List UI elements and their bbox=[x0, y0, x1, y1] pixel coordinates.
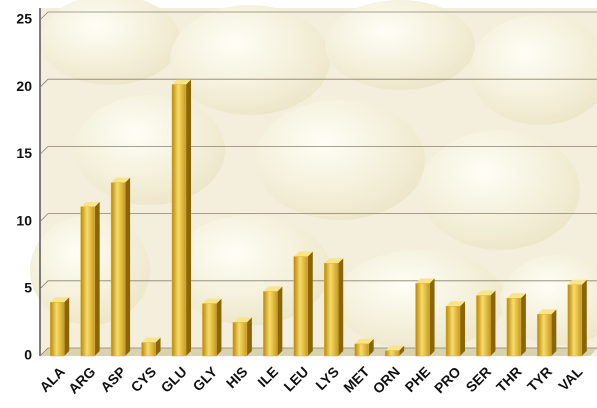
x-tick-label: HIS bbox=[223, 363, 251, 391]
bar bbox=[293, 256, 309, 357]
y-tick-label: 5 bbox=[24, 280, 32, 296]
grid-line bbox=[39, 78, 597, 88]
x-tick-label: LYS bbox=[312, 363, 342, 393]
bar-top bbox=[202, 298, 222, 304]
bar-side bbox=[64, 297, 70, 356]
grid-line bbox=[39, 347, 597, 357]
bar bbox=[202, 303, 217, 357]
bar-top bbox=[263, 286, 283, 292]
bar-side bbox=[429, 278, 435, 356]
bar-top bbox=[567, 279, 587, 285]
x-tick-label: GLU bbox=[158, 363, 190, 395]
bar-top bbox=[293, 251, 313, 257]
bar-top bbox=[141, 337, 161, 343]
y-tick-label: 20 bbox=[16, 78, 32, 94]
bar bbox=[476, 295, 491, 357]
x-tick-label: GLY bbox=[189, 363, 220, 394]
y-tick-label: 10 bbox=[16, 212, 32, 228]
bar-side bbox=[368, 338, 374, 356]
bar bbox=[232, 322, 248, 357]
bar bbox=[323, 263, 339, 357]
x-tick-label: ORN bbox=[370, 363, 403, 396]
bar-side bbox=[460, 301, 465, 356]
grid-line bbox=[39, 145, 597, 155]
x-tick-label: LEU bbox=[280, 363, 311, 394]
x-tick-label: TYR bbox=[524, 363, 555, 394]
bar-side bbox=[490, 290, 496, 356]
x-tick-label: SER bbox=[463, 363, 495, 395]
y-tick-label: 15 bbox=[16, 145, 32, 161]
bar-top bbox=[111, 177, 131, 183]
bar-top bbox=[354, 338, 374, 344]
bar-side bbox=[94, 201, 100, 356]
x-tick-label: CYS bbox=[128, 363, 160, 395]
x-tick-label: PRO bbox=[431, 363, 464, 396]
x-tick-label: ASP bbox=[97, 363, 129, 395]
bar-side bbox=[338, 258, 344, 356]
x-tick-label: ALA bbox=[36, 363, 68, 395]
bar bbox=[506, 297, 522, 357]
bar-top bbox=[476, 290, 496, 296]
bar-top bbox=[385, 345, 405, 351]
y-tick-label: 0 bbox=[24, 347, 32, 363]
bar-side bbox=[581, 279, 587, 356]
x-tick-label: THR bbox=[493, 363, 525, 395]
y-tick-label: 25 bbox=[16, 11, 32, 27]
bar bbox=[415, 283, 430, 357]
grid-line bbox=[39, 213, 597, 222]
x-tick-label: MET bbox=[340, 363, 373, 396]
bar bbox=[141, 342, 156, 357]
bar-side bbox=[155, 337, 161, 356]
bar-top bbox=[172, 79, 191, 85]
x-tick-label: PHE bbox=[402, 363, 434, 395]
bar-side bbox=[277, 286, 283, 356]
grid-line bbox=[39, 280, 597, 290]
bar bbox=[537, 314, 552, 357]
bar-top bbox=[80, 201, 100, 207]
bar bbox=[263, 291, 278, 357]
bar-side bbox=[125, 177, 131, 356]
bar-side bbox=[551, 309, 557, 356]
bar-side bbox=[520, 293, 526, 356]
bar bbox=[110, 182, 126, 357]
bar-side bbox=[399, 345, 405, 356]
x-tick-label: ILE bbox=[254, 363, 281, 390]
bar bbox=[80, 206, 95, 357]
bar bbox=[445, 306, 461, 357]
bar-top bbox=[415, 278, 435, 284]
bar bbox=[171, 84, 187, 357]
x-tick-label: ARG bbox=[65, 363, 98, 396]
bar bbox=[49, 301, 65, 357]
bar-side bbox=[246, 317, 252, 356]
bar-side bbox=[307, 251, 313, 356]
x-tick-label: VAL bbox=[555, 363, 586, 394]
bar-side bbox=[186, 79, 191, 357]
bar-side bbox=[216, 298, 222, 356]
bar bbox=[354, 343, 369, 357]
grid-line bbox=[39, 11, 597, 21]
bar-top bbox=[537, 309, 557, 315]
bar-top bbox=[324, 258, 344, 264]
bar bbox=[384, 350, 400, 357]
bar bbox=[567, 284, 583, 357]
bar-top bbox=[506, 293, 526, 299]
bar-top bbox=[50, 297, 70, 303]
bar-top bbox=[446, 301, 465, 307]
bar-top bbox=[232, 317, 252, 323]
